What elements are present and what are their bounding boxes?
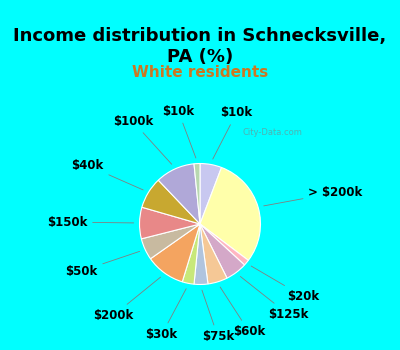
Text: Income distribution in Schnecksville,
PA (%): Income distribution in Schnecksville, PA… bbox=[13, 27, 387, 66]
Text: $40k: $40k bbox=[71, 159, 143, 190]
Wedge shape bbox=[200, 224, 227, 284]
Text: $10k: $10k bbox=[213, 106, 252, 159]
Text: City-Data.com: City-Data.com bbox=[242, 128, 302, 137]
Wedge shape bbox=[200, 163, 222, 224]
Wedge shape bbox=[194, 163, 200, 224]
Text: $60k: $60k bbox=[220, 287, 265, 338]
Wedge shape bbox=[200, 168, 260, 260]
Text: $10k: $10k bbox=[162, 105, 196, 158]
Wedge shape bbox=[194, 224, 208, 285]
Text: $100k: $100k bbox=[113, 115, 172, 164]
Text: $50k: $50k bbox=[65, 251, 140, 278]
Wedge shape bbox=[150, 224, 200, 282]
Wedge shape bbox=[141, 224, 200, 259]
Wedge shape bbox=[158, 164, 200, 224]
Wedge shape bbox=[182, 224, 200, 284]
Text: White residents: White residents bbox=[132, 65, 268, 80]
Text: $75k: $75k bbox=[202, 290, 234, 343]
Text: $150k: $150k bbox=[47, 216, 134, 229]
Text: $20k: $20k bbox=[251, 266, 319, 303]
Wedge shape bbox=[200, 224, 244, 278]
Wedge shape bbox=[200, 224, 248, 265]
Text: $30k: $30k bbox=[146, 289, 186, 341]
Text: $125k: $125k bbox=[240, 276, 308, 321]
Wedge shape bbox=[142, 180, 200, 224]
Text: $200k: $200k bbox=[93, 277, 160, 322]
Wedge shape bbox=[140, 207, 200, 239]
Text: > $200k: > $200k bbox=[264, 186, 363, 206]
